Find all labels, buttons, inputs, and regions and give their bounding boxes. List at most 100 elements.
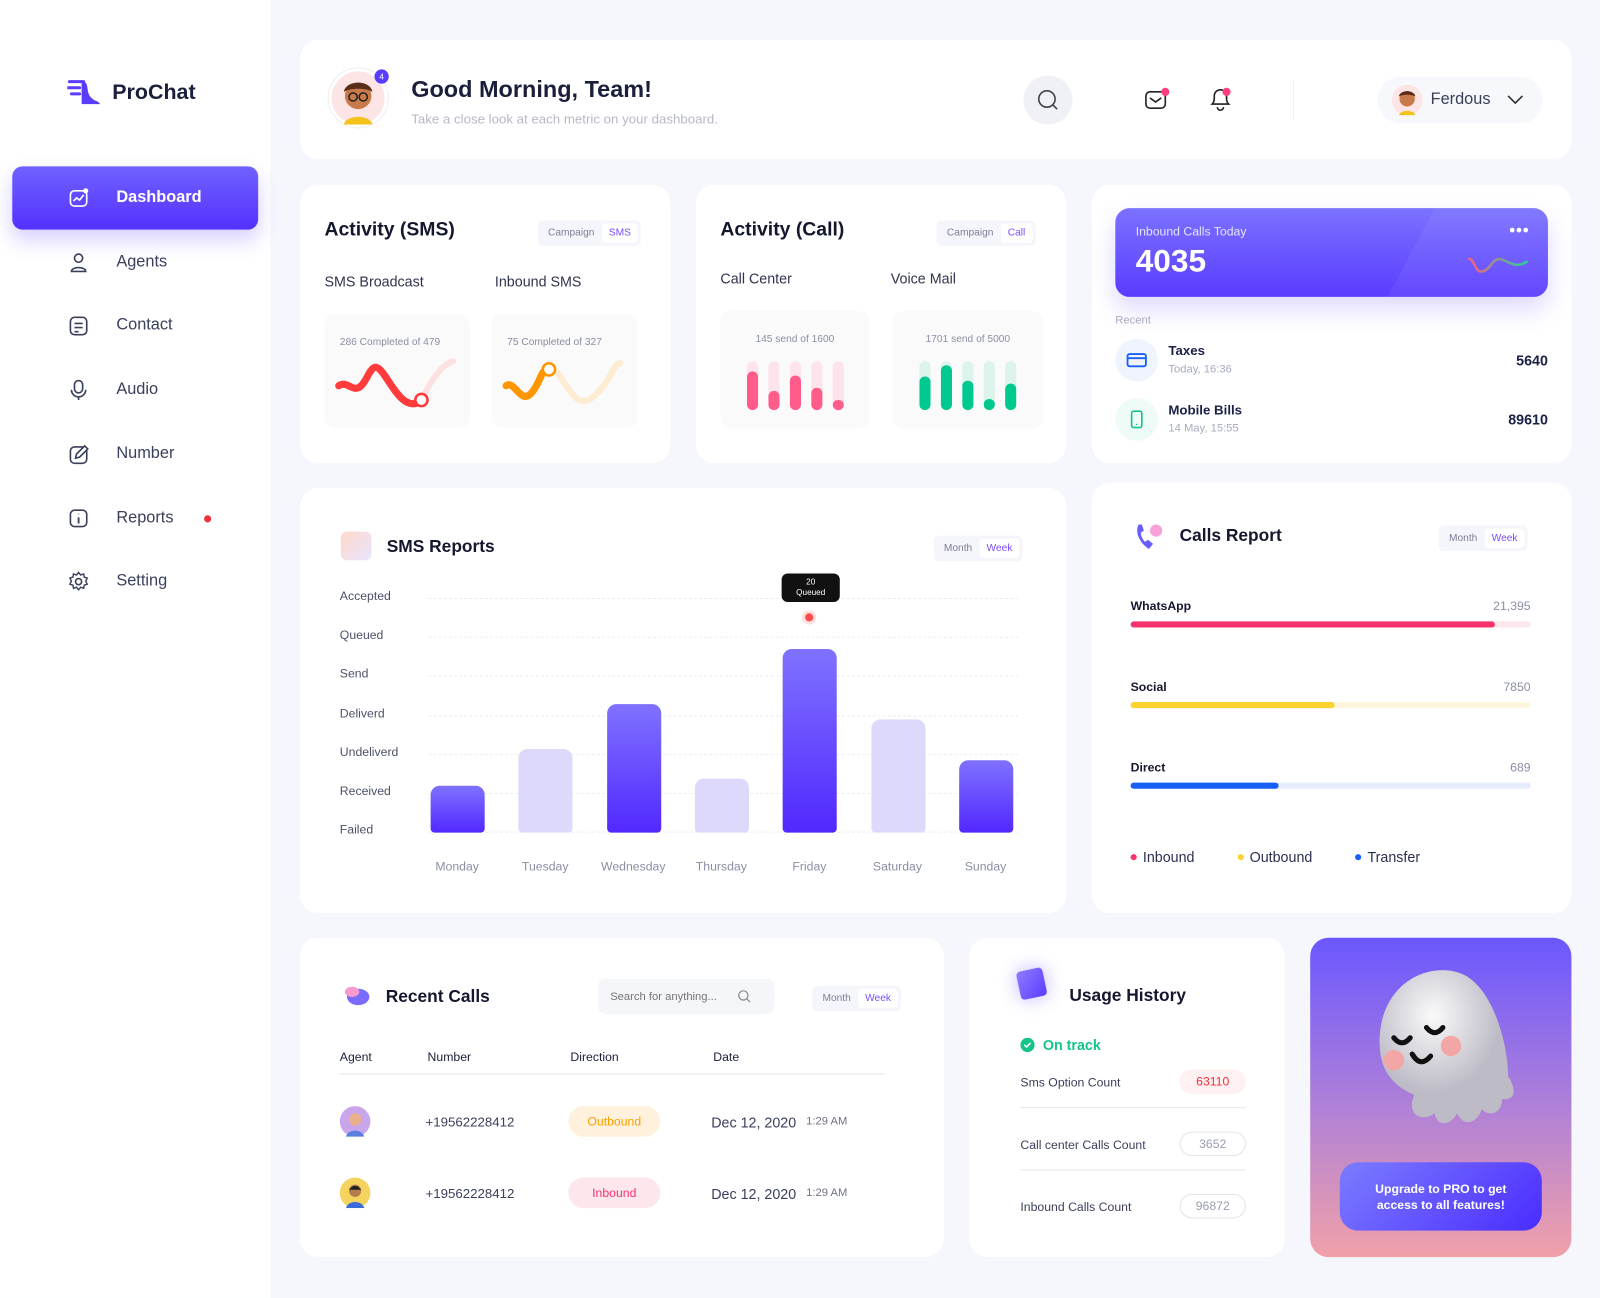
upgrade-button[interactable]: Upgrade to PRO to get access to all feat… [1339, 1162, 1542, 1231]
sidebar-item-setting[interactable]: Setting [12, 550, 258, 613]
sidebar-item-label: Dashboard [116, 188, 202, 207]
tab-campaign[interactable]: Campaign [547, 227, 595, 239]
tab-week[interactable]: Week [979, 538, 1020, 559]
tab-campaign[interactable]: Campaign [946, 227, 994, 239]
search-button[interactable] [1023, 75, 1073, 125]
recent-calls-tabs: Month Week [812, 985, 902, 1012]
notifications-button[interactable] [1207, 86, 1234, 118]
usage-title: Usage History [1069, 985, 1187, 1006]
row-value: 7850 [1503, 679, 1531, 694]
avatar [339, 1177, 371, 1209]
x-tick-label: Monday [435, 859, 479, 874]
bar-thursday[interactable] [694, 778, 749, 833]
usage-label: Call center Calls Count [1020, 1137, 1146, 1153]
direction-badge: Outbound [568, 1106, 661, 1137]
sidebar-item-dashboard[interactable]: Dashboard [12, 166, 259, 230]
y-tick-label: Failed [339, 822, 374, 837]
column-number: Number [427, 1049, 472, 1065]
progress-bar [1130, 702, 1531, 709]
y-tick-label: Queued [339, 627, 384, 643]
mini-bar [940, 361, 953, 411]
calls-row-whatsapp: WhatsApp 21,395 [1092, 599, 1572, 640]
recent-item[interactable]: Taxes Today, 16:36 5640 [1115, 338, 1548, 384]
search-field[interactable] [597, 978, 775, 1015]
bar-saturday[interactable] [870, 719, 925, 833]
microphone-icon [70, 379, 87, 401]
call-center-chart: 145 send of 1600 [720, 311, 870, 429]
activity-sms-title: Activity (SMS) [324, 219, 455, 241]
logo[interactable]: ProChat [67, 78, 196, 109]
sidebar-item-reports[interactable]: Reports [12, 486, 258, 549]
messages-button[interactable] [1144, 87, 1171, 117]
tooltip-value: 20 [806, 577, 816, 587]
recent-label: Recent [1115, 314, 1151, 327]
y-tick-label: Send [339, 666, 369, 682]
calls-row-social: Social 7850 [1092, 680, 1572, 721]
x-tick-label: Saturday [872, 859, 922, 874]
tab-month[interactable]: Month [1448, 532, 1478, 544]
progress-bar [1130, 782, 1531, 789]
sidebar-item-number[interactable]: Number [12, 422, 258, 485]
bar-friday[interactable] [782, 648, 837, 833]
legend-dot [1237, 854, 1244, 861]
tab-week[interactable]: Week [857, 988, 899, 1009]
x-tick-label: Friday [792, 859, 827, 874]
calls-report-tabs: Month Week [1438, 525, 1528, 552]
mini-bar [767, 361, 780, 411]
recent-amount: 89610 [1508, 411, 1548, 428]
user-menu[interactable]: Ferdous [1377, 76, 1543, 124]
search-input[interactable] [610, 990, 738, 1003]
wave-icon [1467, 257, 1529, 273]
avatar [339, 1106, 371, 1137]
header-divider [1292, 80, 1294, 120]
usage-label: Sms Option Count [1020, 1075, 1121, 1090]
call-number: +19562228412 [425, 1185, 515, 1202]
more-options-icon[interactable]: ••• [1509, 222, 1530, 240]
progress-fill [1130, 782, 1279, 789]
grid-line [428, 636, 1019, 638]
row-label: WhatsApp [1130, 598, 1192, 614]
bell-icon [1210, 87, 1231, 111]
x-tick-label: Sunday [964, 859, 1007, 874]
tab-month[interactable]: Month [943, 542, 973, 555]
recent-time: 14 May, 15:55 [1168, 422, 1239, 435]
table-divider [339, 1073, 885, 1075]
direction-badge: Inbound [568, 1177, 661, 1209]
bar-wednesday[interactable] [606, 704, 661, 833]
legend-transfer: Transfer [1355, 849, 1420, 865]
calls-report-title: Calls Report [1179, 525, 1282, 545]
sidebar-item-contact[interactable]: Contact [12, 294, 258, 357]
tab-month[interactable]: Month [822, 992, 851, 1005]
sidebar-item-audio[interactable]: Audio [12, 358, 258, 421]
legend-inbound: Inbound [1130, 849, 1194, 865]
inbound-calls-today: Inbound Calls Today 4035 ••• [1115, 208, 1548, 297]
recent-calls-title: Recent Calls [385, 986, 490, 1007]
sms-reports-icon [340, 531, 372, 561]
sidebar-item-agents[interactable]: Agents [12, 230, 258, 293]
bar-sunday[interactable] [958, 759, 1014, 833]
y-tick-label: Accepted [339, 588, 391, 604]
mini-bar [919, 361, 931, 411]
status-badge: On track [1020, 1037, 1101, 1053]
gear-icon [68, 571, 89, 592]
bar-tuesday[interactable] [518, 748, 573, 833]
tab-week[interactable]: Week [1484, 528, 1525, 548]
table-row[interactable]: +19562228412 Outbound Dec 12, 2020 1:29 AM [0, 1106, 918, 1139]
avatar[interactable]: 4 [328, 68, 389, 128]
info-icon [69, 508, 88, 527]
header: 4 Good Morning, Team! Take a close look … [299, 39, 1572, 160]
sms-broadcast-chart: 286 Completed of 479 [324, 314, 471, 428]
usage-icon [1015, 966, 1048, 1001]
calls-report-card [1091, 482, 1572, 914]
column-date: Date [713, 1049, 740, 1065]
legend-dot [1130, 854, 1137, 861]
column-direction: Direction [570, 1049, 619, 1065]
sms-broadcast-label: SMS Broadcast [324, 273, 424, 290]
table-row[interactable]: +19562228412 Inbound Dec 12, 2020 1:29 AM [0, 1177, 918, 1211]
greeting: Good Morning, Team! [411, 75, 652, 103]
bar-monday[interactable] [430, 785, 485, 833]
tab-sms[interactable]: SMS [601, 223, 639, 243]
tab-call[interactable]: Call [1000, 223, 1033, 243]
column-agent: Agent [339, 1049, 372, 1065]
recent-item[interactable]: Mobile Bills 14 May, 15:55 89610 [1115, 397, 1548, 443]
